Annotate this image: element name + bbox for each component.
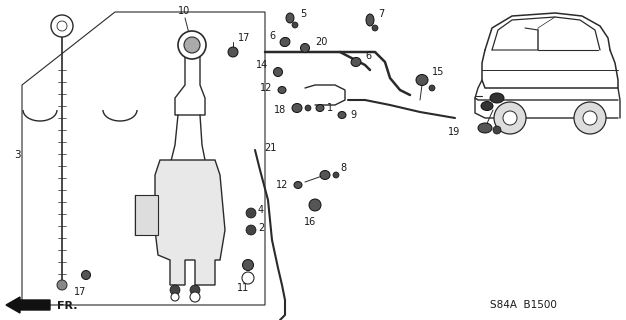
- Circle shape: [494, 102, 526, 134]
- Text: 6: 6: [269, 31, 275, 41]
- Circle shape: [583, 111, 597, 125]
- Text: 4: 4: [258, 205, 264, 215]
- Ellipse shape: [228, 47, 238, 57]
- Ellipse shape: [416, 75, 428, 85]
- Text: 19: 19: [448, 127, 460, 137]
- Circle shape: [184, 37, 200, 53]
- Ellipse shape: [292, 103, 302, 113]
- Circle shape: [170, 285, 180, 295]
- Ellipse shape: [286, 13, 294, 23]
- Text: 12: 12: [260, 83, 272, 93]
- Circle shape: [190, 285, 200, 295]
- Text: 9: 9: [350, 110, 356, 120]
- Circle shape: [246, 208, 256, 218]
- Circle shape: [372, 25, 378, 31]
- Ellipse shape: [274, 68, 282, 76]
- Circle shape: [246, 225, 256, 235]
- Ellipse shape: [309, 199, 321, 211]
- Text: 14: 14: [256, 60, 268, 70]
- Text: 21: 21: [264, 143, 276, 153]
- Ellipse shape: [294, 181, 302, 188]
- Text: 1: 1: [327, 103, 333, 113]
- Text: FR.: FR.: [57, 301, 78, 311]
- Ellipse shape: [300, 44, 309, 52]
- Text: 13: 13: [503, 119, 515, 129]
- Ellipse shape: [478, 123, 492, 133]
- Ellipse shape: [338, 111, 346, 118]
- Circle shape: [171, 293, 179, 301]
- Polygon shape: [135, 195, 158, 235]
- Circle shape: [190, 292, 200, 302]
- Text: 8: 8: [340, 163, 346, 173]
- Circle shape: [305, 105, 311, 111]
- Text: 5: 5: [300, 9, 306, 19]
- Polygon shape: [155, 160, 225, 285]
- Ellipse shape: [490, 93, 504, 103]
- Text: 15: 15: [432, 67, 444, 77]
- Text: 17: 17: [74, 287, 86, 297]
- Ellipse shape: [320, 171, 330, 180]
- Circle shape: [333, 172, 339, 178]
- Text: 7: 7: [378, 9, 384, 19]
- Text: 2: 2: [258, 223, 264, 233]
- Text: 17: 17: [238, 33, 250, 43]
- Ellipse shape: [316, 105, 324, 111]
- Text: S84A  B1500: S84A B1500: [490, 300, 557, 310]
- FancyArrow shape: [6, 297, 50, 313]
- Ellipse shape: [280, 37, 290, 47]
- Circle shape: [429, 85, 435, 91]
- Text: 6: 6: [365, 51, 371, 61]
- Circle shape: [292, 22, 298, 28]
- Circle shape: [503, 111, 517, 125]
- Text: 3: 3: [14, 150, 21, 160]
- Text: 18: 18: [274, 105, 286, 115]
- Circle shape: [574, 102, 606, 134]
- Text: 16: 16: [304, 217, 316, 227]
- Circle shape: [242, 272, 254, 284]
- Ellipse shape: [351, 58, 361, 67]
- Text: 12: 12: [275, 180, 288, 190]
- Ellipse shape: [481, 101, 493, 110]
- Text: 20: 20: [315, 37, 327, 47]
- Circle shape: [51, 15, 73, 37]
- Ellipse shape: [242, 260, 254, 270]
- Ellipse shape: [81, 270, 91, 279]
- Text: 10: 10: [178, 6, 190, 16]
- Circle shape: [178, 31, 206, 59]
- Circle shape: [57, 21, 67, 31]
- Ellipse shape: [366, 14, 374, 26]
- Text: 11: 11: [237, 283, 249, 293]
- Circle shape: [493, 126, 501, 134]
- Circle shape: [57, 280, 67, 290]
- Ellipse shape: [278, 86, 286, 93]
